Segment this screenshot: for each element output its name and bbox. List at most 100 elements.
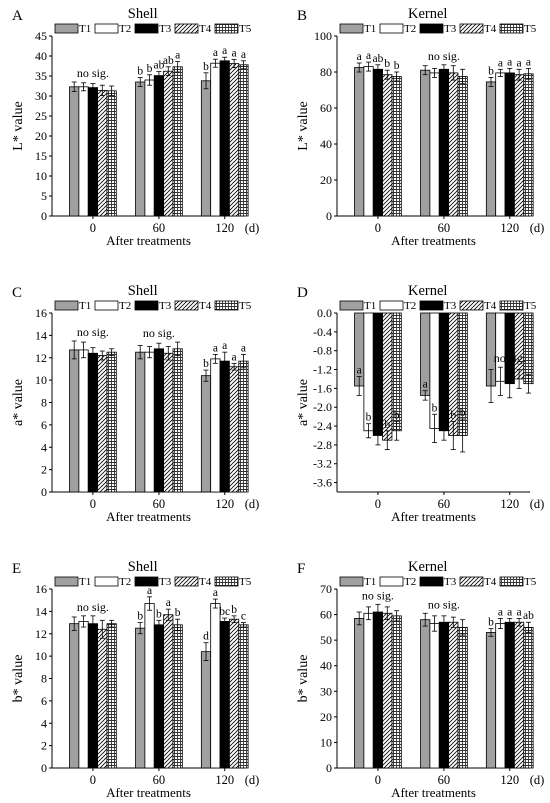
significance-letter: a [222, 45, 227, 57]
bar-t2 [363, 612, 374, 769]
bar-t2 [210, 62, 221, 217]
bar-t3 [153, 624, 165, 769]
y-tick-label: 16 [35, 582, 47, 596]
legend-label-t4: T4 [199, 576, 212, 588]
y-tick-label: 14 [35, 604, 47, 618]
bar-t3 [504, 621, 515, 769]
y-tick-label: 2 [41, 463, 47, 477]
bar-t4 [514, 312, 525, 380]
significance-letter: a [147, 585, 152, 597]
bar-t3 [219, 60, 230, 217]
group-note: no sig. [428, 597, 460, 611]
bar-t5 [172, 624, 183, 769]
y-tick-label: 6 [41, 694, 47, 708]
y-tick-label: 30 [35, 89, 47, 103]
x-tick-label: 120 [500, 497, 519, 511]
legend-swatch-t3 [134, 576, 159, 587]
bar-t2 [78, 86, 89, 217]
bar-t4 [163, 70, 174, 217]
y-tick-label: 10 [35, 649, 47, 663]
significance-letter: a [507, 56, 512, 68]
legend-swatch-t5 [499, 23, 524, 34]
bar-t3 [438, 621, 450, 769]
y-tick-label: 0 [326, 761, 332, 775]
x-tick-label: 120 [500, 773, 519, 787]
legend-swatch-t5 [499, 576, 524, 587]
y-tick-label: -0.8 [313, 344, 332, 358]
legend-swatch-t3 [134, 23, 159, 34]
bar-t1 [200, 651, 212, 769]
chart-panel-d: 0.0 -0.4 -0.8 -1.2 -1.6 -2.0 -2.4 -2.8 -3.2 -3.6 a… [296, 283, 544, 524]
bar-t2 [495, 623, 506, 769]
y-tick-label: 0 [41, 485, 47, 499]
bar-t2 [210, 603, 221, 769]
x-axis-title: After treatments [391, 233, 476, 248]
panel-letter: A [12, 8, 23, 24]
bar-t3 [504, 72, 515, 217]
legend-swatch-t2 [379, 23, 404, 34]
bar-t2 [144, 603, 155, 769]
y-tick-label: 16 [35, 306, 47, 320]
x-unit-label: (d) [245, 773, 260, 787]
legend-label-t2: T2 [119, 23, 131, 35]
legend-swatch-t5 [214, 576, 239, 587]
legend-swatch-t4 [174, 576, 199, 587]
bar-t4 [229, 63, 240, 217]
significance-letter: b [175, 607, 181, 619]
y-tick-label: 45 [35, 29, 47, 43]
bar-t4 [97, 628, 108, 769]
x-unit-label: (d) [530, 497, 545, 511]
significance-letter: b [375, 414, 381, 426]
y-tick-label: 0 [326, 209, 332, 223]
x-axis-title: After treatments [106, 785, 191, 800]
significance-letter: a [213, 47, 218, 59]
significance-letter: ab [372, 53, 383, 65]
y-tick-label: 0 [41, 209, 47, 223]
significance-letter: a [232, 48, 237, 60]
bar-t2 [429, 72, 440, 217]
significance-letter: a [166, 597, 171, 609]
bar-t3 [153, 348, 165, 493]
y-tick-label: -1.6 [313, 381, 332, 395]
legend-swatch-t5 [214, 300, 239, 311]
bar-t5 [523, 626, 534, 769]
bar-t3 [219, 621, 230, 769]
bar-t3 [438, 68, 450, 217]
bar-t3 [372, 68, 383, 217]
legend-swatch-t3 [134, 300, 159, 311]
bar-t4 [382, 612, 393, 769]
y-tick-label: 8 [41, 672, 47, 686]
bar-t3 [87, 623, 98, 769]
x-axis-title: After treatments [106, 509, 191, 524]
bar-t4 [229, 618, 240, 769]
x-tick-label: 120 [500, 221, 519, 235]
x-tick-label: 60 [153, 773, 166, 787]
y-tick-label: 40 [320, 137, 332, 151]
x-axis-title: After treatments [391, 509, 476, 524]
group-note: no sig. [77, 325, 109, 339]
bar-t1 [135, 351, 146, 493]
bar-t4 [97, 355, 108, 493]
x-unit-label: (d) [530, 773, 545, 787]
panel-title: Kernel [408, 559, 447, 575]
y-tick-label: 70 [320, 582, 332, 596]
significance-letter: b [394, 60, 400, 72]
bar-t1 [200, 375, 212, 493]
bar-t1 [420, 69, 431, 217]
bar-t5 [172, 348, 183, 493]
legend-label-t3: T3 [444, 23, 457, 35]
y-tick-label: 40 [35, 49, 47, 63]
significance-letter: a [517, 606, 522, 618]
group-note: no sig. [494, 351, 526, 365]
significance-letter: b [147, 63, 153, 75]
bar-t1 [69, 86, 80, 217]
panel-letter: C [12, 285, 22, 301]
bar-t1 [485, 81, 497, 217]
significance-letter: b [203, 61, 209, 73]
y-tick-label: 12 [35, 351, 47, 365]
significance-letter: b [450, 409, 456, 421]
legend-swatch-t1 [339, 300, 364, 311]
